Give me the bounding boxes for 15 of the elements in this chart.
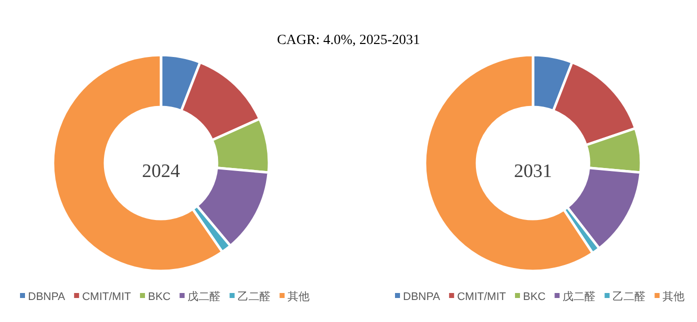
text: 2031 xyxy=(514,161,552,182)
legend-label: 戊二醛 xyxy=(562,290,596,303)
legend-label: 乙二醛 xyxy=(612,290,646,303)
legend-label: CMIT/MIT xyxy=(457,291,506,303)
text: 2024 xyxy=(142,161,180,182)
legend-label: DBNPA xyxy=(28,291,66,303)
legend-label: CMIT/MIT xyxy=(82,291,132,303)
legend-label: 其他 xyxy=(662,290,685,303)
legend-label: 乙二醛 xyxy=(238,290,271,303)
text: CAGR: 4.0%, 2025-2031 xyxy=(276,33,420,48)
legend-label: BKC xyxy=(522,291,546,303)
legend-label: BKC xyxy=(148,291,171,303)
legend-label: DBNPA xyxy=(403,291,441,303)
legend-label: 其他 xyxy=(288,290,310,303)
legend-label: 戊二醛 xyxy=(188,290,221,303)
